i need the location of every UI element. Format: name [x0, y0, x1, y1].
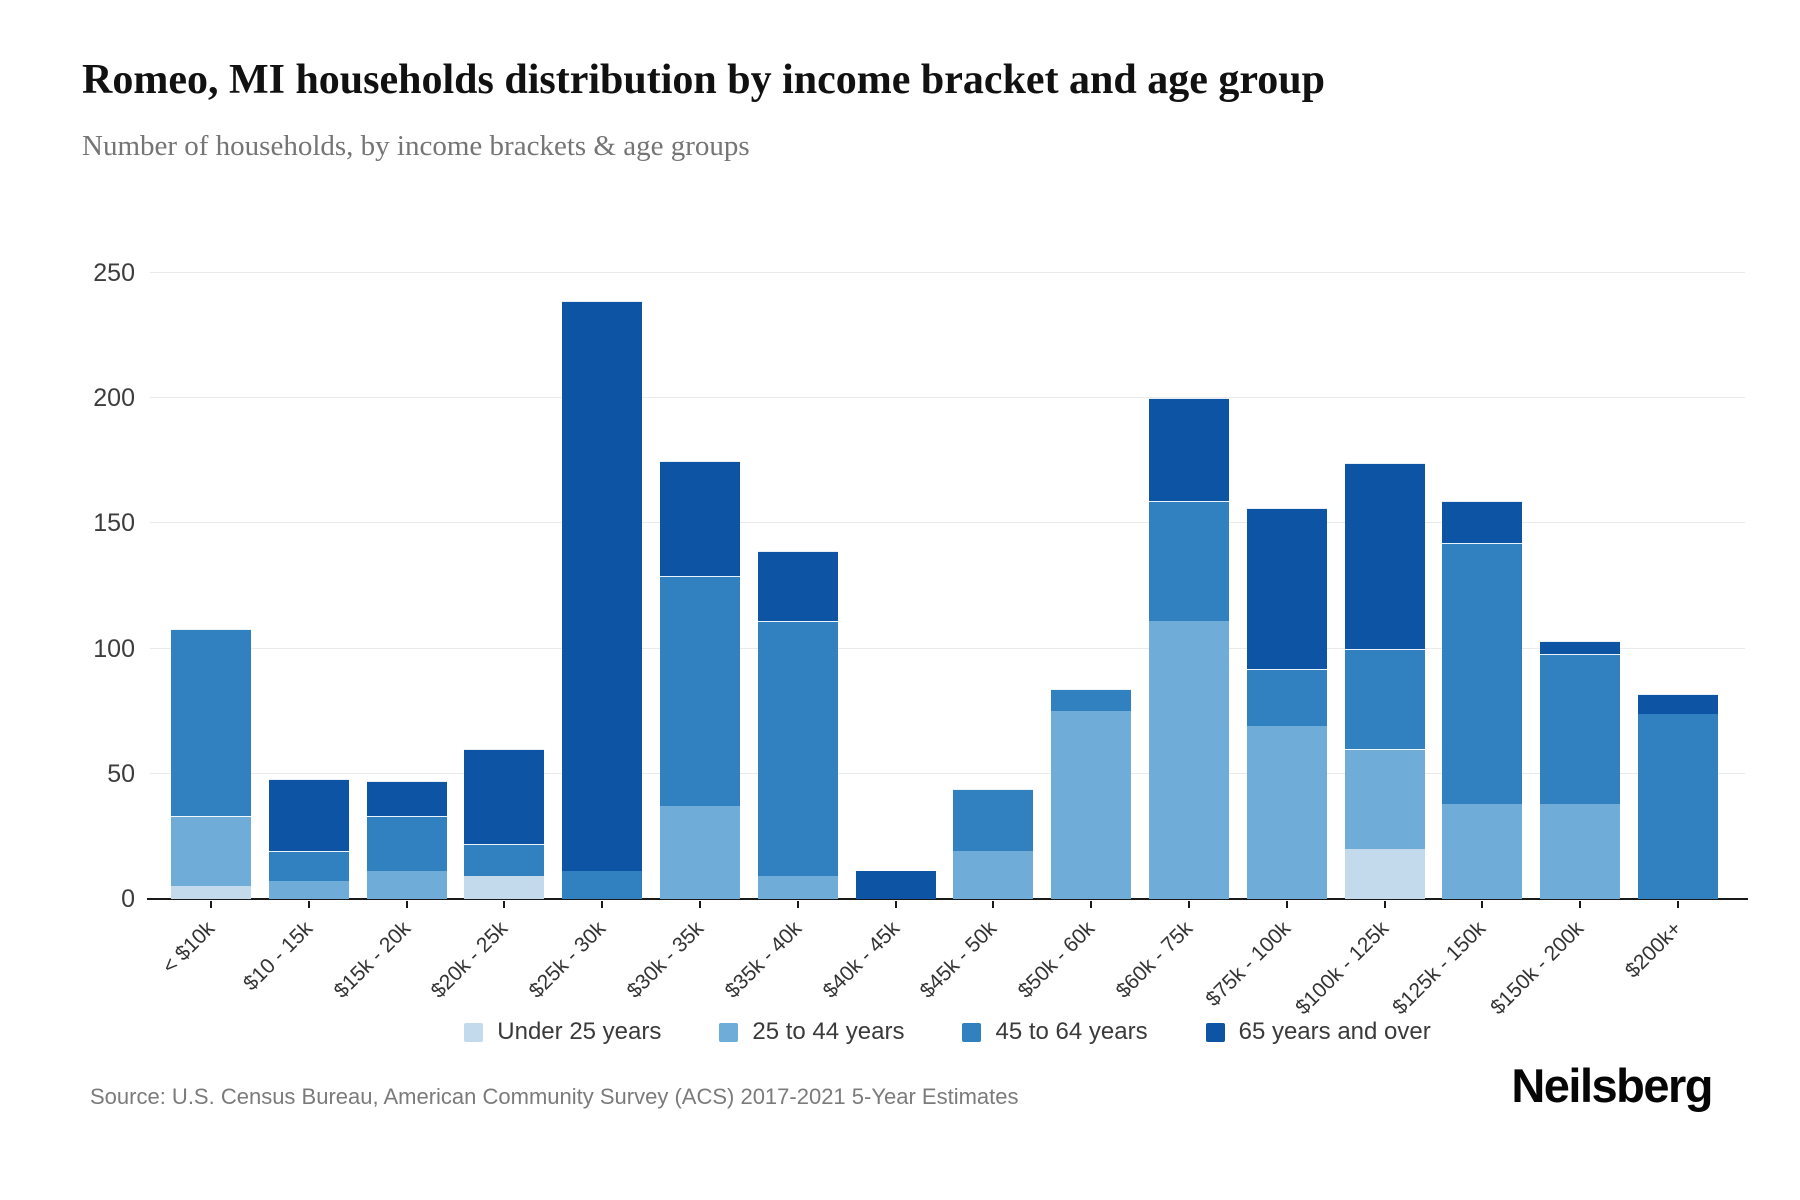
bar-segment[interactable] [1540, 641, 1621, 654]
bar-segment[interactable] [757, 876, 838, 899]
x-axis-tick [796, 901, 799, 908]
bar-segment[interactable] [1246, 726, 1327, 899]
gridline [150, 522, 1745, 524]
bar-segment[interactable] [171, 816, 251, 887]
legend-item[interactable]: 45 to 64 years [962, 1018, 1148, 1046]
y-axis-tick-label: 50 [107, 759, 135, 788]
legend-label: 25 to 44 years [752, 1018, 905, 1045]
x-axis-tick [307, 901, 310, 908]
x-axis-tick [894, 901, 897, 908]
y-axis-tick-label: 100 [93, 634, 135, 663]
bar-segment[interactable] [464, 748, 545, 844]
bar-segment[interactable] [1344, 848, 1425, 899]
bar-segment[interactable] [1344, 648, 1425, 749]
bar-segment[interactable] [1246, 508, 1327, 669]
bar-segment[interactable] [1051, 688, 1132, 712]
legend-label: 65 years and over [1238, 1018, 1431, 1045]
bar-segment[interactable] [1540, 653, 1621, 804]
bar-segment[interactable] [1442, 803, 1523, 899]
bar-segment[interactable] [366, 816, 447, 872]
y-axis-tick-label: 200 [93, 384, 135, 413]
bar-segment[interactable] [953, 788, 1034, 852]
bar-segment[interactable] [953, 851, 1034, 899]
x-axis-tick [1090, 901, 1093, 908]
x-axis-tick [210, 901, 212, 908]
bar-segment[interactable] [171, 886, 251, 899]
bar-segment[interactable] [1051, 711, 1132, 899]
bar-segment[interactable] [171, 628, 251, 817]
bar-segment[interactable] [1540, 803, 1621, 899]
bar-segment[interactable] [660, 460, 740, 576]
bar-segment[interactable] [1638, 693, 1718, 714]
gridline [150, 397, 1745, 399]
bar-segment[interactable] [660, 806, 740, 899]
x-axis-tick [992, 901, 995, 908]
legend: Under 25 years 25 to 44 years 45 to 64 yea… [150, 1018, 1745, 1046]
bar-segment[interactable] [757, 621, 838, 877]
x-axis-tick [503, 901, 506, 908]
bar-segment[interactable] [1149, 500, 1229, 622]
bar-segment[interactable] [1344, 748, 1425, 849]
bar-segment[interactable] [562, 300, 643, 872]
plot-area [147, 272, 1748, 908]
gridline [150, 647, 1745, 649]
gridline [150, 772, 1745, 774]
bar-segment[interactable] [660, 576, 740, 807]
x-axis-tick [1188, 901, 1190, 908]
bar-segment[interactable] [464, 843, 545, 877]
bar-segment[interactable] [268, 881, 349, 899]
x-axis-tick [1285, 901, 1288, 908]
bar-segment[interactable] [464, 876, 545, 899]
chart-title: Romeo, MI households distribution by inc… [82, 57, 1326, 103]
bar-segment[interactable] [366, 871, 447, 899]
bar-segment[interactable] [268, 778, 349, 852]
bar-segment[interactable] [1638, 713, 1718, 899]
x-axis-tick [1677, 901, 1679, 908]
x-axis-tick [1383, 901, 1386, 908]
legend-swatch-icon [719, 1022, 739, 1042]
brand-logo: Neilsberg [1511, 1059, 1713, 1112]
legend-swatch-icon [464, 1022, 484, 1042]
bar-segment[interactable] [1246, 668, 1327, 727]
legend-label: Under 25 years [497, 1018, 662, 1045]
y-axis-tick-label: 250 [93, 259, 135, 287]
legend-swatch-icon [1205, 1022, 1225, 1042]
x-axis-tick [601, 901, 604, 908]
bar-segment[interactable] [1344, 463, 1425, 649]
legend-item[interactable]: 65 years and over [1205, 1018, 1431, 1046]
bar-segment[interactable] [1149, 621, 1229, 899]
x-axis-tick [1481, 901, 1484, 908]
legend-item[interactable]: 25 to 44 years [719, 1018, 904, 1046]
gridline [150, 272, 1745, 273]
bar-segment[interactable] [1442, 500, 1523, 544]
source-note: Source: U.S. Census Bureau, American Com… [90, 1084, 1019, 1109]
x-axis-tick [405, 901, 408, 908]
legend-item[interactable]: Under 25 years [464, 1018, 661, 1046]
bar-segment[interactable] [757, 550, 838, 622]
bar-segment[interactable] [1442, 543, 1523, 804]
bar-segment[interactable] [268, 851, 349, 882]
x-axis-line [147, 898, 1748, 900]
x-axis-tick [1579, 901, 1582, 908]
bar-segment[interactable] [855, 871, 936, 899]
legend-swatch-icon [962, 1022, 982, 1042]
bar-segment[interactable] [366, 781, 447, 817]
y-axis-tick-label: 150 [93, 509, 135, 538]
y-axis-tick-label: 0 [121, 885, 135, 913]
legend-label: 45 to 64 years [995, 1018, 1148, 1045]
bar-segment[interactable] [1149, 398, 1229, 501]
bar-segment[interactable] [562, 871, 643, 899]
chart-subtitle: Number of households, by income brackets… [82, 130, 750, 162]
x-axis-tick [699, 901, 701, 908]
